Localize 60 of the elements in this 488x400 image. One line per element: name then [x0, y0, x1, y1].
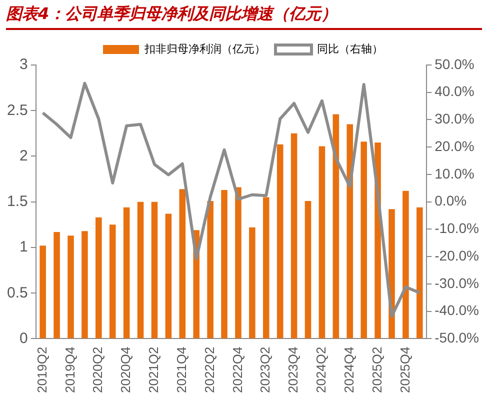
chart-title: 图表4：公司单季归母净利及同比增速（亿元）	[6, 4, 482, 30]
y-tick-label: 0	[20, 330, 28, 347]
bar	[346, 124, 354, 338]
x-tick-label: 2022Q2	[202, 346, 217, 394]
x-tick-label: 2020Q2	[90, 346, 106, 394]
bar	[360, 142, 367, 338]
bar	[82, 231, 88, 338]
bar	[318, 146, 326, 338]
bar	[402, 190, 409, 338]
y2-tick-label: 0.0%	[434, 192, 467, 209]
x-tick-label: 2019Q4	[62, 346, 78, 394]
bar	[165, 214, 172, 338]
x-tick-label: 2021Q4	[174, 346, 189, 394]
bar	[40, 246, 46, 338]
y-tick-label: 2.5	[6, 102, 28, 119]
y-tick-label: 1	[20, 238, 28, 256]
y2-tick-label: -30.0%	[434, 274, 479, 291]
x-tick-label: 2021Q2	[146, 346, 162, 394]
bar	[249, 227, 256, 338]
bar	[276, 144, 284, 338]
bar	[137, 202, 144, 338]
y-tick-label: 2	[20, 147, 28, 164]
bar	[416, 207, 423, 338]
x-tick-label: 2024Q2	[314, 346, 329, 394]
y2-tick-label: 10.0%	[434, 165, 474, 182]
bar	[68, 236, 74, 338]
y-tick-label: 3	[20, 56, 28, 74]
x-tick-label: 2024Q4	[341, 346, 356, 394]
legend-label: 扣非归母净利润（亿元）	[144, 42, 266, 56]
x-tick-label: 2020Q4	[118, 346, 134, 394]
y2-tick-label: -10.0%	[434, 220, 479, 236]
x-tick-label: 2025Q2	[369, 346, 384, 394]
y2-tick-label: 30.0%	[434, 110, 474, 127]
bar	[179, 189, 186, 338]
bar	[304, 200, 312, 338]
x-tick-label: 2023Q2	[258, 346, 273, 394]
bar	[332, 114, 340, 338]
bar	[123, 207, 130, 338]
x-tick-label: 2019Q2	[34, 346, 50, 394]
bar	[290, 133, 298, 338]
bar	[54, 232, 60, 338]
y-tick-label: 0.5	[6, 284, 28, 302]
y2-tick-label: -50.0%	[434, 330, 479, 346]
x-tick-label: 2022Q4	[230, 346, 245, 394]
bar	[235, 187, 242, 338]
x-tick-label: 2023Q4	[286, 346, 301, 394]
bar	[96, 217, 102, 338]
y2-tick-label: -20.0%	[434, 247, 479, 264]
bar	[109, 224, 116, 338]
x-tick-label: 2025Q4	[397, 346, 412, 394]
y2-tick-label: 40.0%	[434, 83, 474, 100]
y2-tick-label: -40.0%	[434, 302, 479, 318]
bar	[207, 200, 214, 338]
y2-tick-label: 20.0%	[434, 138, 474, 154]
bar	[221, 190, 228, 338]
legend-label: 同比（右轴）	[317, 42, 383, 56]
bar	[151, 202, 158, 338]
y-tick-label: 1.5	[6, 193, 28, 210]
bar	[263, 197, 270, 338]
y2-tick-label: 50.0%	[434, 56, 474, 72]
